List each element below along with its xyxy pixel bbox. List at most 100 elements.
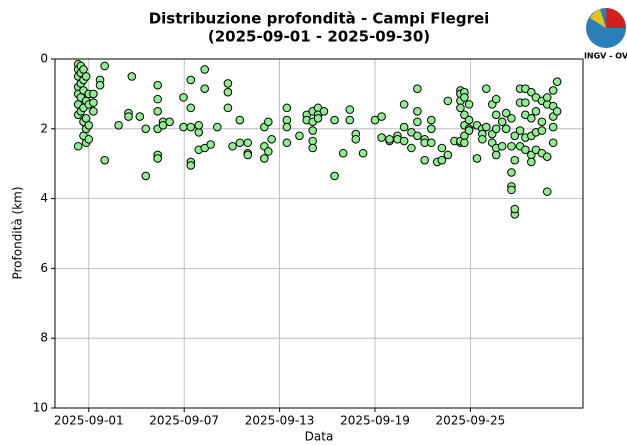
y-tick-label: 10 (33, 401, 48, 415)
chart-title: Distribuzione profondità - Campi Flegrei (149, 10, 490, 28)
point (267, 134, 276, 144)
point (264, 147, 273, 156)
point (460, 93, 469, 102)
point (491, 150, 501, 160)
point (548, 138, 558, 148)
point (100, 61, 109, 71)
point (345, 115, 355, 125)
point (460, 110, 469, 120)
point (223, 103, 233, 113)
point (95, 80, 105, 90)
point (497, 141, 507, 151)
x-tick-label: 2025-09-13 (245, 414, 315, 428)
point (521, 98, 530, 107)
y-tick-label: 2 (40, 121, 48, 135)
point (186, 103, 196, 113)
point (542, 93, 552, 102)
point (194, 127, 204, 137)
point (243, 150, 253, 160)
logo-text: INGV - OV (584, 52, 627, 61)
point (443, 150, 453, 160)
point (491, 94, 501, 104)
point (464, 115, 474, 125)
point (527, 157, 536, 167)
point (552, 77, 562, 86)
x-axis-label: Data (305, 430, 334, 444)
point (507, 185, 516, 195)
point (377, 133, 386, 142)
point (194, 121, 204, 130)
point (521, 145, 530, 155)
point (319, 107, 329, 116)
point (84, 134, 94, 144)
point (179, 122, 188, 132)
point (515, 126, 525, 135)
point (308, 143, 318, 153)
point (165, 117, 174, 127)
point (282, 103, 292, 113)
point (464, 100, 474, 109)
point (437, 143, 447, 153)
point (100, 155, 109, 165)
point (114, 121, 123, 130)
point (507, 141, 516, 151)
point (552, 107, 562, 116)
point (358, 148, 368, 158)
point (542, 152, 552, 162)
point (510, 155, 520, 165)
point (200, 65, 210, 74)
logo-segment (606, 8, 626, 28)
point (472, 154, 482, 163)
point (153, 80, 162, 90)
plot-frame (54, 58, 584, 409)
y-tick-label: 0 (40, 52, 48, 66)
point (260, 154, 269, 163)
point (413, 117, 422, 127)
point (527, 87, 536, 97)
point (153, 154, 162, 163)
point (426, 124, 436, 134)
point (186, 161, 196, 170)
point (548, 122, 558, 132)
point (443, 96, 453, 106)
point (282, 138, 292, 148)
point (206, 140, 215, 149)
point (213, 122, 222, 132)
point (295, 131, 304, 141)
point (282, 115, 292, 125)
point (282, 122, 292, 132)
point (491, 110, 501, 120)
point (437, 155, 447, 165)
point (235, 138, 245, 148)
point (135, 112, 145, 121)
point (413, 131, 422, 141)
point (345, 105, 355, 114)
point (399, 122, 409, 132)
point (127, 72, 137, 81)
point (141, 124, 151, 134)
point (313, 114, 323, 123)
point (464, 126, 474, 135)
point (370, 115, 380, 125)
point (228, 141, 237, 151)
point (481, 84, 491, 93)
point (413, 107, 422, 116)
point (81, 114, 91, 123)
point (456, 103, 465, 113)
point (501, 108, 511, 118)
x-tick-label: 2025-09-07 (149, 414, 219, 428)
y-tick-label: 4 (40, 191, 48, 205)
x-tick-label: 2025-09-01 (54, 414, 124, 428)
point (89, 89, 98, 99)
point (73, 141, 83, 151)
point (426, 115, 436, 125)
point (223, 87, 233, 97)
point (531, 107, 541, 116)
chart-subtitle: (2025-09-01 - 2025-09-30) (208, 28, 430, 46)
point (79, 65, 88, 74)
point (399, 100, 409, 109)
point (89, 107, 98, 116)
point (330, 115, 339, 125)
point (481, 122, 491, 132)
point (84, 121, 94, 130)
